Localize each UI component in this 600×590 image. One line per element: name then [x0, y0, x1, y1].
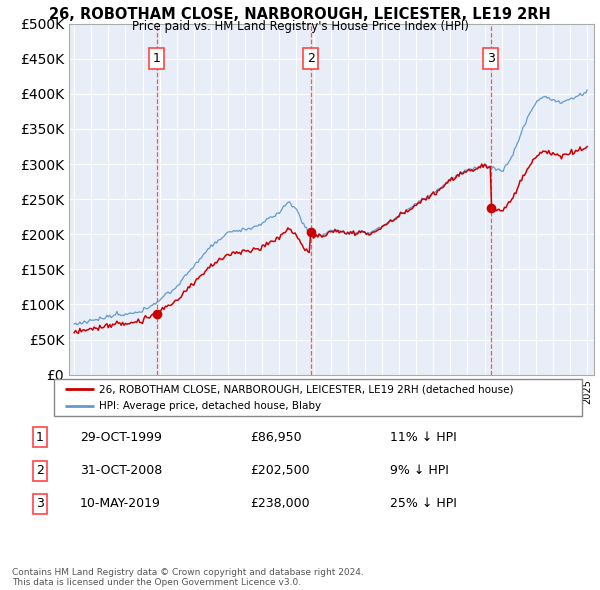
Text: Price paid vs. HM Land Registry's House Price Index (HPI): Price paid vs. HM Land Registry's House …: [131, 20, 469, 33]
Text: 31-OCT-2008: 31-OCT-2008: [80, 464, 162, 477]
Text: HPI: Average price, detached house, Blaby: HPI: Average price, detached house, Blab…: [99, 401, 321, 411]
Text: 9% ↓ HPI: 9% ↓ HPI: [390, 464, 449, 477]
Text: 10-MAY-2019: 10-MAY-2019: [80, 497, 161, 510]
Text: 29-OCT-1999: 29-OCT-1999: [80, 431, 162, 444]
Text: 1: 1: [36, 431, 44, 444]
Text: 26, ROBOTHAM CLOSE, NARBOROUGH, LEICESTER, LE19 2RH: 26, ROBOTHAM CLOSE, NARBOROUGH, LEICESTE…: [49, 7, 551, 22]
Text: Contains HM Land Registry data © Crown copyright and database right 2024.
This d: Contains HM Land Registry data © Crown c…: [12, 568, 364, 587]
Text: 1: 1: [153, 52, 161, 65]
Text: 11% ↓ HPI: 11% ↓ HPI: [390, 431, 457, 444]
Text: 26, ROBOTHAM CLOSE, NARBOROUGH, LEICESTER, LE19 2RH (detached house): 26, ROBOTHAM CLOSE, NARBOROUGH, LEICESTE…: [99, 384, 514, 394]
Text: £202,500: £202,500: [250, 464, 310, 477]
Text: 2: 2: [36, 464, 44, 477]
Text: 2: 2: [307, 52, 314, 65]
Text: 3: 3: [36, 497, 44, 510]
Text: £238,000: £238,000: [250, 497, 310, 510]
Text: 3: 3: [487, 52, 494, 65]
Text: £86,950: £86,950: [250, 431, 302, 444]
Text: 25% ↓ HPI: 25% ↓ HPI: [390, 497, 457, 510]
